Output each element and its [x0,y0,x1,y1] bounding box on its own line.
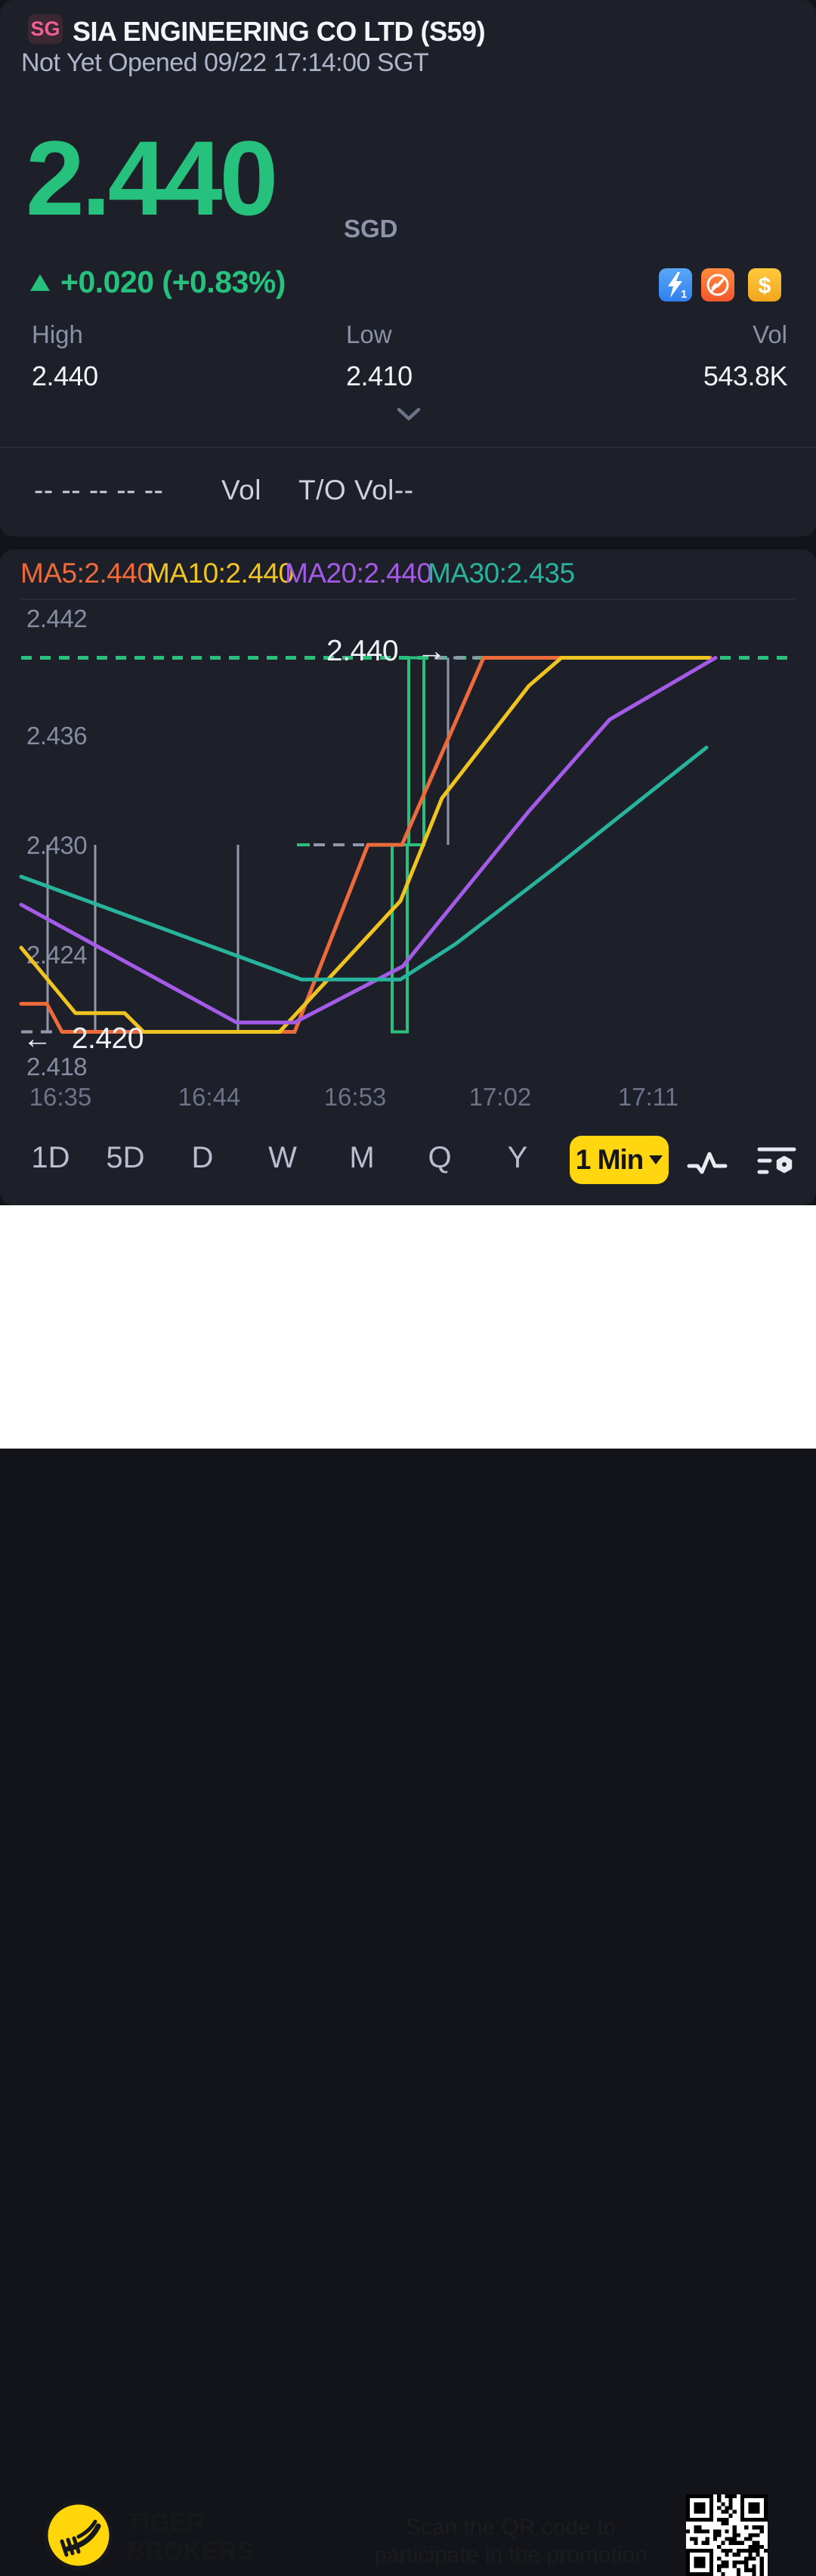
promo-text-line1: Scan the QR code to [405,2515,617,2540]
tab-quarter[interactable]: Q [428,1141,452,1174]
interval-dropdown[interactable]: 1 Min [570,1136,669,1184]
svg-text:$: $ [759,274,771,298]
tab-week[interactable]: W [268,1141,297,1174]
tab-1d[interactable]: 1D [31,1141,70,1174]
dropdown-caret-icon [649,1155,663,1164]
no-short-badge[interactable] [701,268,734,302]
arrow-left-icon: ← [23,1022,52,1055]
ma5-legend: MA5:2.440 [20,558,153,589]
x-axis-label: 16:35 [29,1083,92,1111]
promo-footer: TIGER BROKERS Scan the QR code to partic… [0,1205,816,2576]
quote-strip-dashes: -- -- -- -- -- [34,475,164,506]
prev-ref-price-flag: ← 2.420 [23,1022,144,1055]
market-badge: SG [28,14,63,44]
x-axis-label: 17:11 [617,1083,679,1111]
chart-style-button[interactable] [686,1146,731,1180]
high-value: 2.440 [32,360,98,391]
ma10-legend: MA10:2.440 [147,558,294,589]
market-status-line: Not Yet Opened 09/22 17:14:00 SGT [21,48,429,77]
quote-strip-tovol-label: T/O Vol-- [298,475,414,506]
current-price-flag: 2.440 → [326,635,446,667]
ma20-legend: MA20:2.440 [285,558,432,589]
chevron-down-icon [397,407,421,421]
y-axis-label: 2.436 [26,722,88,750]
price-change: +0.020 (+0.83%) [60,264,286,299]
svg-text:1: 1 [681,288,687,301]
x-axis-label: 17:02 [468,1083,532,1111]
lightning-1-icon: 1 [668,272,687,301]
low-label: Low [346,320,392,348]
promo-text-line2: participate in the promotion [374,2543,648,2568]
tiger-brokers-logo [44,2500,113,2570]
dollar-fee-badge[interactable]: $ [748,268,781,302]
quote-summary-card: SG SIA ENGINEERING CO LTD (S59) Not Yet … [0,0,816,537]
tab-5d[interactable]: 5D [106,1141,145,1174]
indicator-settings-button[interactable] [757,1144,798,1182]
qr-code [686,2494,768,2576]
brand-name-line1: TIGER [127,2508,206,2536]
last-price: 2.440 [26,119,278,237]
stock-title: SIA ENGINEERING CO LTD (S59) [73,16,486,47]
up-triangle-icon [30,274,50,291]
low-value: 2.410 [346,360,413,391]
legend-divider [21,598,795,600]
high-label: High [32,320,83,348]
y-axis-label: 2.418 [26,1053,88,1081]
expand-details-button[interactable] [396,407,422,423]
no-short-icon [706,274,729,296]
brand-name-line2: BROKERS [127,2537,255,2565]
tab-month[interactable]: M [349,1141,375,1174]
quote-strip-vol-label: Vol [221,475,261,506]
pulse-line-icon [687,1152,728,1174]
dollar-icon: $ [759,274,771,298]
indicator-settings-icon [757,1147,796,1174]
tab-day[interactable]: D [191,1141,214,1174]
vol-value: 543.8K [703,360,788,391]
y-axis-label: 2.430 [26,831,88,859]
section-divider [0,447,816,448]
vol-label: Vol [753,320,787,348]
tab-year[interactable]: Y [507,1141,528,1174]
currency-label: SGD [344,215,398,243]
ma30-legend: MA30:2.435 [428,558,575,589]
interval-label: 1 Min [575,1144,644,1175]
x-axis-label: 16:44 [178,1083,241,1111]
y-axis-label: 2.424 [26,941,88,969]
y-axis-label: 2.442 [26,605,88,632]
price-change-row: +0.020 (+0.83%) [30,264,286,300]
x-axis-label: 16:53 [323,1083,387,1111]
arrow-right-icon: → [416,635,446,667]
flash-order-badge[interactable]: 1 [659,268,692,302]
